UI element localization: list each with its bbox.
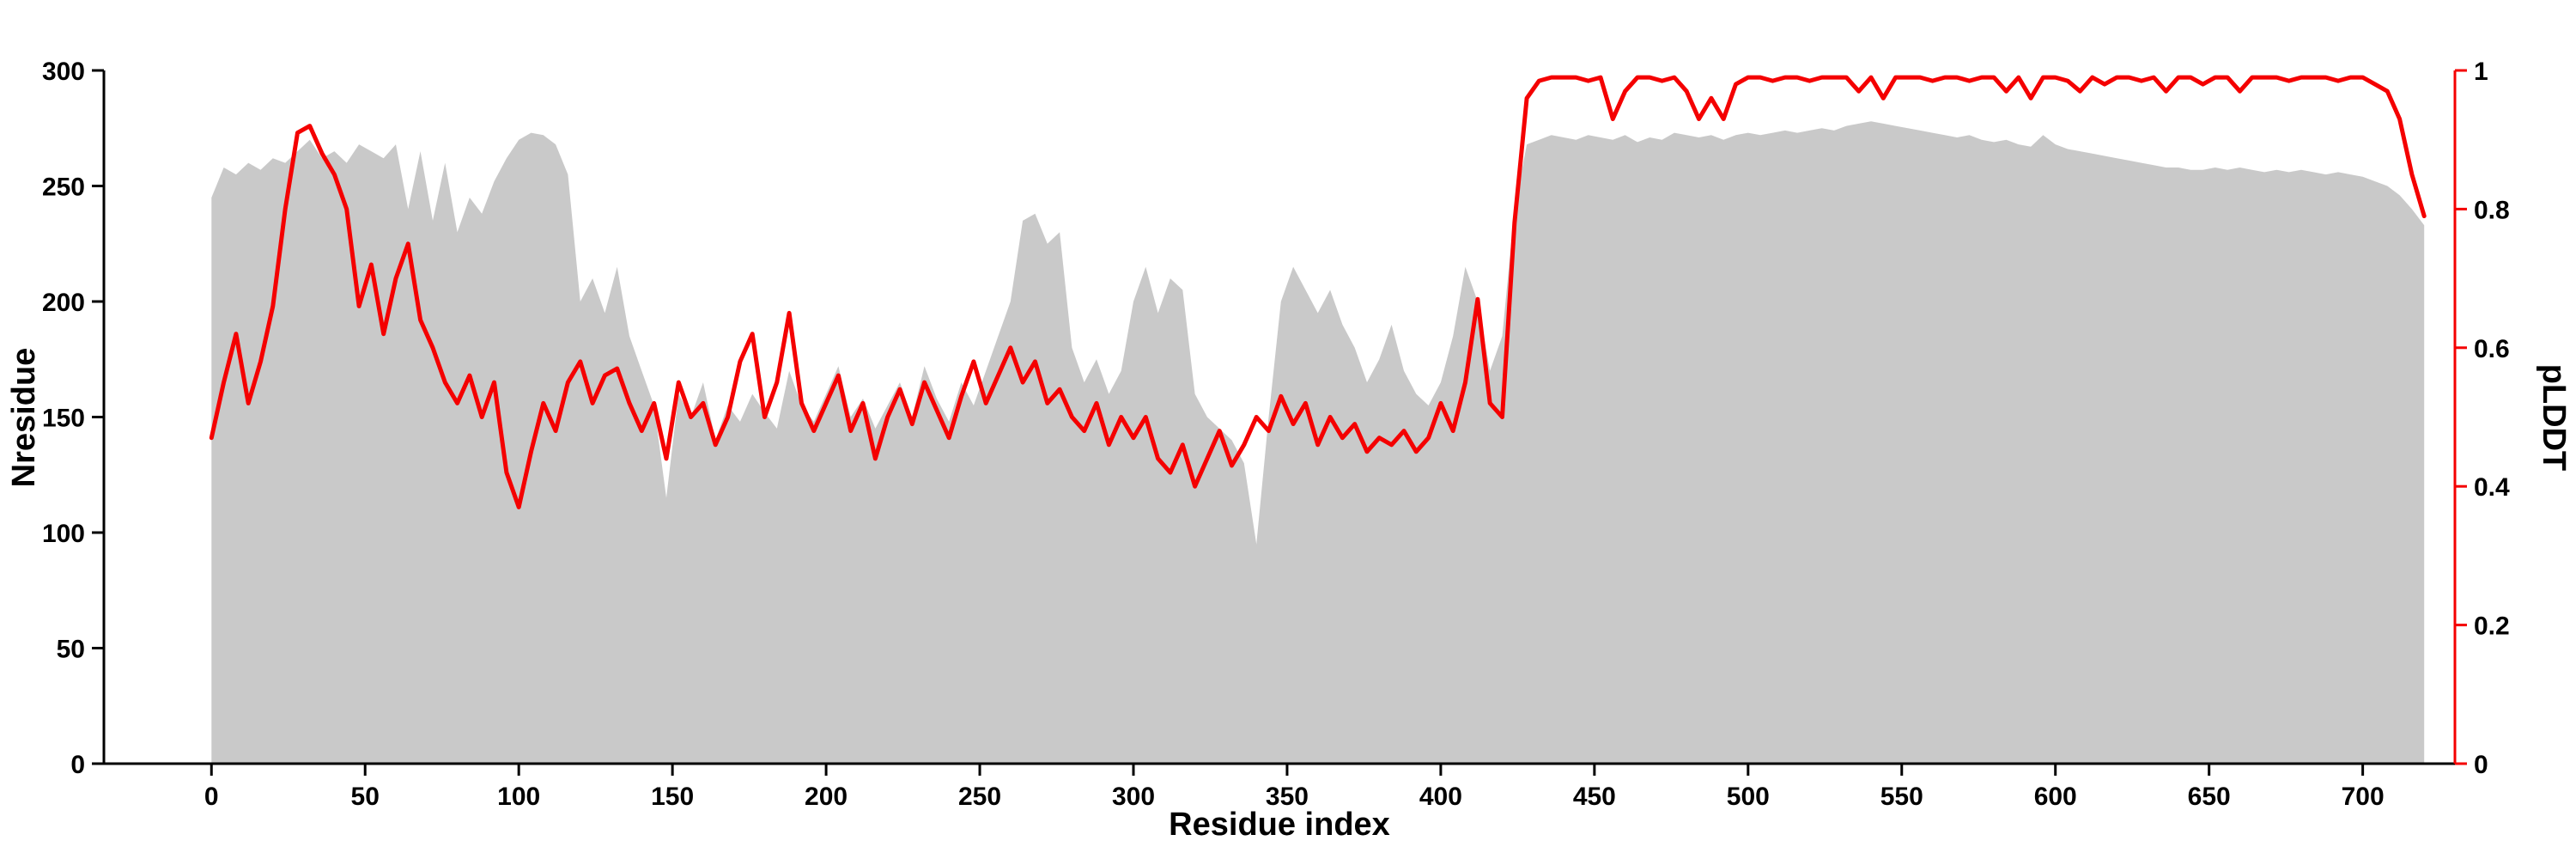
y-right-tick-label: 0.4 [2474, 473, 2510, 502]
x-tick-label: 400 [1419, 783, 1462, 811]
x-tick-label: 700 [2342, 783, 2385, 811]
y-axis-right-title: pLDDT [2536, 364, 2572, 472]
x-tick-label: 100 [497, 783, 540, 811]
y-right-tick-label: 0 [2474, 751, 2488, 779]
y-left-tick-label: 200 [42, 289, 85, 317]
y-left-tick-label: 250 [42, 174, 85, 202]
x-tick-label: 200 [805, 783, 848, 811]
x-tick-label: 450 [1573, 783, 1616, 811]
x-tick-label: 0 [204, 783, 219, 811]
x-tick-label: 550 [1880, 783, 1923, 811]
y-right-tick-label: 0.8 [2474, 196, 2510, 224]
y-right-tick-label: 0.2 [2474, 612, 2510, 641]
y-left-tick-label: 100 [42, 520, 85, 548]
y-left-tick-label: 0 [70, 751, 85, 779]
x-tick-label: 350 [1266, 783, 1309, 811]
x-axis: 0 50 100 150 200 250 300 350 400 450 500 550 600 650 7… [104, 762, 2455, 811]
x-tick-label: 500 [1727, 783, 1770, 811]
x-tick-label: 50 [351, 783, 380, 811]
y-left-tick-label: 50 [57, 636, 85, 664]
x-tick-label: 250 [958, 783, 1001, 811]
y-axis-right: 0 0.2 0.4 0.6 0.8 1 [2453, 58, 2510, 779]
plddt-line-series [209, 75, 2427, 509]
x-tick-label: 150 [651, 783, 694, 811]
y-left-tick-label: 300 [42, 58, 85, 86]
y-right-tick-label: 0.6 [2474, 335, 2510, 363]
plddt-polyline [209, 75, 2427, 509]
y-axis-left-title: Nresidue [6, 348, 42, 488]
y-axis-left: 0 50 100 150 200 250 300 [42, 58, 106, 779]
x-axis-title: Residue index [1169, 807, 1390, 843]
y-left-tick-label: 150 [42, 405, 85, 433]
x-tick-label: 300 [1112, 783, 1155, 811]
x-tick-label: 600 [2034, 783, 2077, 811]
x-tick-label: 650 [2188, 783, 2231, 811]
y-right-tick-label: 1 [2474, 58, 2488, 86]
